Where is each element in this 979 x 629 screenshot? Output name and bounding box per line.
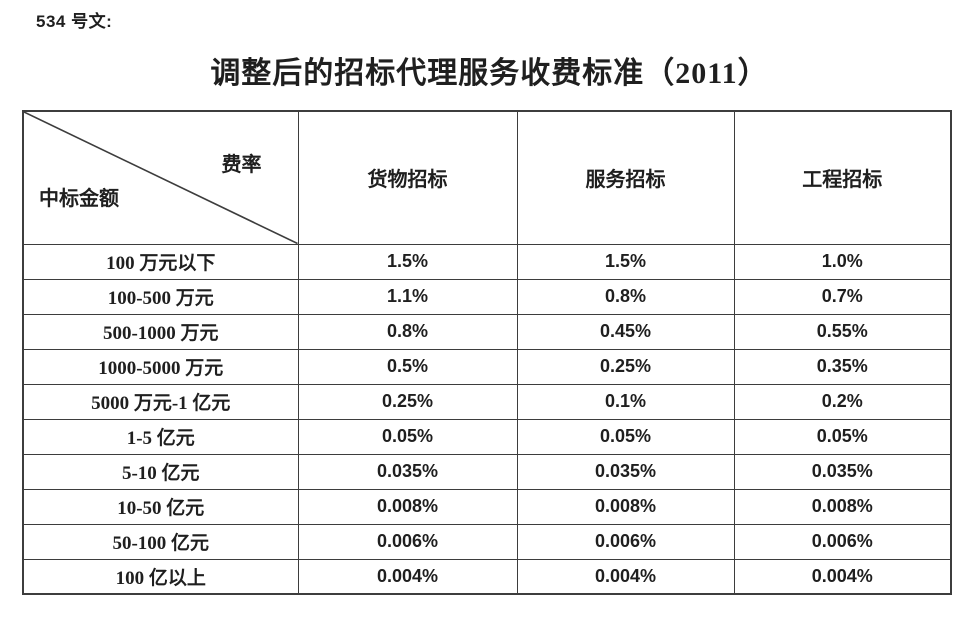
- table-row: 100 亿以上 0.004% 0.004% 0.004%: [22, 558, 952, 595]
- rate-cell: 0.25%: [516, 348, 735, 385]
- amount-range-cell: 1-5 亿元: [22, 418, 299, 455]
- amount-range-cell: 50-100 亿元: [22, 523, 299, 560]
- table-row: 5000 万元-1 亿元 0.25% 0.1% 0.2%: [22, 383, 952, 420]
- rate-cell: 0.25%: [297, 383, 518, 420]
- rate-cell: 0.006%: [733, 523, 952, 560]
- rate-cell: 0.004%: [733, 558, 952, 595]
- rate-cell: 0.8%: [516, 278, 735, 315]
- rate-cell: 0.035%: [297, 453, 518, 490]
- rate-cell: 1.1%: [297, 278, 518, 315]
- amount-range-cell: 100-500 万元: [22, 278, 299, 315]
- amount-range-cell: 500-1000 万元: [22, 313, 299, 350]
- document-number: 534 号文:: [36, 12, 113, 31]
- rate-cell: 0.7%: [733, 278, 952, 315]
- rate-cell: 0.5%: [297, 348, 518, 385]
- rate-cell: 0.008%: [297, 488, 518, 525]
- amount-range-cell: 5000 万元-1 亿元: [22, 383, 299, 420]
- page-title: 调整后的招标代理服务收费标准（2011）: [210, 57, 769, 90]
- table-row: 100-500 万元 1.1% 0.8% 0.7%: [22, 278, 952, 315]
- table-row: 50-100 亿元 0.006% 0.006% 0.006%: [22, 523, 952, 560]
- amount-range-cell: 1000-5000 万元: [22, 348, 299, 385]
- rate-cell: 0.2%: [733, 383, 952, 420]
- fee-table-header: 费率 中标金额 货物招标 服务招标 工程招标: [22, 110, 952, 245]
- rate-cell: 1.5%: [297, 243, 518, 280]
- amount-range-cell: 10-50 亿元: [22, 488, 299, 525]
- rate-cell: 1.5%: [516, 243, 735, 280]
- column-header-goods-bidding: 货物招标: [297, 110, 518, 245]
- table-row: 100 万元以下 1.5% 1.5% 1.0%: [22, 243, 952, 280]
- rate-cell: 0.004%: [516, 558, 735, 595]
- diagonal-header-cell: 费率 中标金额: [22, 110, 299, 245]
- rate-cell: 0.05%: [297, 418, 518, 455]
- amount-range-cell: 100 亿以上: [22, 558, 299, 595]
- rate-cell: 0.006%: [297, 523, 518, 560]
- table-row: 1000-5000 万元 0.5% 0.25% 0.35%: [22, 348, 952, 385]
- column-header-engineering-bidding: 工程招标: [733, 110, 952, 245]
- rate-cell: 0.35%: [733, 348, 952, 385]
- header-row: 费率 中标金额 货物招标 服务招标 工程招标: [22, 110, 952, 245]
- rate-cell: 0.004%: [297, 558, 518, 595]
- amount-range-cell: 5-10 亿元: [22, 453, 299, 490]
- rate-cell: 1.0%: [733, 243, 952, 280]
- rate-cell: 0.035%: [516, 453, 735, 490]
- rate-cell: 0.008%: [733, 488, 952, 525]
- fee-table: 费率 中标金额 货物招标 服务招标 工程招标 100 万元以下 1.5% 1.5% 1…: [22, 110, 952, 595]
- rate-cell: 0.55%: [733, 313, 952, 350]
- rate-cell: 0.05%: [733, 418, 952, 455]
- rate-cell: 0.1%: [516, 383, 735, 420]
- rate-cell: 0.008%: [516, 488, 735, 525]
- column-header-service-bidding: 服务招标: [516, 110, 735, 245]
- rate-cell: 0.45%: [516, 313, 735, 350]
- table-row: 5-10 亿元 0.035% 0.035% 0.035%: [22, 453, 952, 490]
- rate-cell: 0.8%: [297, 313, 518, 350]
- amount-range-cell: 100 万元以下: [22, 243, 299, 280]
- rate-cell: 0.035%: [733, 453, 952, 490]
- corner-label-bid-amount: 中标金额: [39, 187, 119, 210]
- diagonal-divider-line: [24, 112, 298, 244]
- rate-cell: 0.006%: [516, 523, 735, 560]
- table-row: 1-5 亿元 0.05% 0.05% 0.05%: [22, 418, 952, 455]
- table-row: 10-50 亿元 0.008% 0.008% 0.008%: [22, 488, 952, 525]
- corner-label-rate: 费率: [221, 154, 262, 176]
- fee-table-body: 100 万元以下 1.5% 1.5% 1.0% 100-500 万元 1.1% 0.8% 0.…: [22, 243, 952, 595]
- rate-cell: 0.05%: [516, 418, 735, 455]
- table-row: 500-1000 万元 0.8% 0.45% 0.55%: [22, 313, 952, 350]
